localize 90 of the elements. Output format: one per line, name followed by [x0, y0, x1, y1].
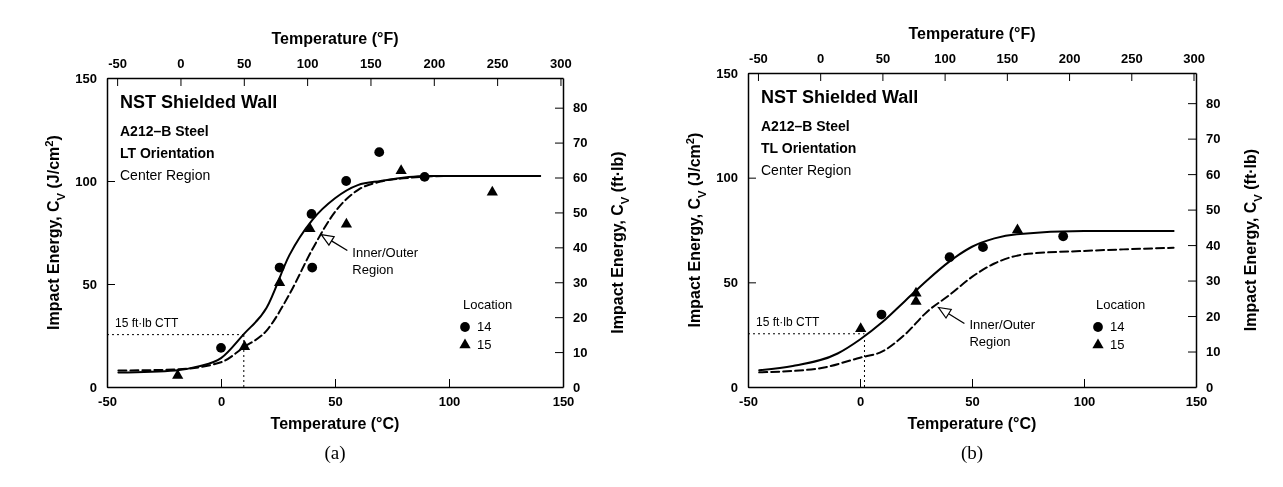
legend-label: 14 — [1110, 319, 1125, 334]
y2-tick-label: 50 — [573, 205, 588, 221]
y2-tick-label: 50 — [1206, 202, 1221, 218]
y-tick-label: 0 — [89, 379, 97, 395]
x-tick-label: 0 — [217, 394, 226, 410]
y2-tick-label: 30 — [573, 274, 588, 290]
legend-label: 15 — [477, 337, 492, 352]
y-tick-label: 100 — [716, 170, 738, 186]
point — [486, 185, 498, 196]
annotation: Center Region — [120, 167, 211, 183]
text: (b) — [960, 442, 984, 464]
y2-tick-label: 80 — [573, 100, 588, 116]
x-axis-title: Temperature (°C) — [907, 415, 1037, 432]
annotation: Inner/Outer Region — [352, 244, 419, 277]
x-axis-title: Temperature (°C) — [270, 415, 400, 432]
y2-tick-label: 20 — [1206, 308, 1221, 324]
x2-tick-label: 300 — [550, 56, 572, 71]
y-tick-label: 150 — [716, 65, 738, 81]
annotation: LT Orientation — [120, 145, 215, 161]
annotation: NST Shielded Wall — [120, 92, 278, 112]
x2-tick-label: 250 — [1120, 51, 1143, 66]
point — [216, 342, 226, 353]
point — [172, 368, 184, 379]
point — [307, 262, 318, 273]
annotation: A212–B Steel — [761, 118, 850, 134]
x2-tick-label: 100 — [934, 51, 956, 66]
y2-tick-label: 60 — [1206, 166, 1221, 182]
x-tick-label: -50 — [739, 394, 758, 410]
x2-tick-label: 0 — [817, 51, 825, 66]
x-tick-label: 0 — [856, 394, 865, 410]
y2-tick-label: 0 — [573, 379, 581, 395]
x2-tick-label: 100 — [296, 56, 319, 71]
x2-tick-label: 0 — [177, 56, 185, 71]
x-tick-label: -50 — [98, 394, 117, 410]
y-tick-label: 50 — [723, 274, 738, 290]
y2-tick-label: 40 — [573, 240, 588, 255]
annotation: Inner/Outer Region — [969, 317, 1036, 350]
point — [374, 147, 385, 158]
point — [910, 295, 922, 305]
legend-label: 14 — [477, 319, 492, 334]
x2-tick-label: 50 — [875, 51, 891, 66]
y2-tick-label: 10 — [1206, 344, 1221, 360]
y-tick-label: 100 — [75, 173, 97, 189]
y-tick-label: 0 — [730, 379, 738, 395]
y-tick-label: 150 — [75, 70, 97, 86]
x-tick-label: 50 — [965, 394, 980, 410]
x2-tick-label: 150 — [360, 56, 382, 71]
y-tick-label: 50 — [82, 276, 97, 292]
point — [1011, 223, 1024, 234]
ref-line-label: 15 ft·lb CTT — [115, 315, 180, 330]
y2-tick-label: 20 — [573, 309, 588, 325]
text: (a) — [324, 442, 346, 464]
y2-tick-label: 0 — [1206, 379, 1214, 395]
point — [876, 309, 887, 320]
y2-tick-label: 10 — [573, 344, 588, 360]
point — [855, 322, 867, 333]
x2-tick-label: -50 — [749, 51, 768, 66]
x-tick-label: 100 — [1073, 394, 1096, 410]
y2-tick-label: 60 — [573, 170, 588, 186]
x2-axis-title: Temperature (°F) — [908, 25, 1036, 42]
x2-tick-label: 200 — [423, 56, 446, 71]
x2-tick-label: 200 — [1058, 51, 1081, 66]
y2-tick-label: 80 — [1206, 95, 1221, 111]
x2-tick-label: 50 — [237, 56, 252, 71]
x2-tick-label: 150 — [996, 51, 1019, 66]
x-tick-label: 100 — [438, 394, 461, 410]
x-tick-label: 150 — [1185, 394, 1208, 410]
point — [395, 164, 407, 174]
annotation: A212–B Steel — [120, 123, 209, 139]
x-tick-label: 150 — [552, 394, 575, 410]
point — [306, 209, 317, 219]
x-tick-label: 50 — [328, 394, 343, 410]
point — [340, 217, 353, 228]
point — [978, 242, 988, 253]
y2-tick-label: 30 — [1206, 273, 1221, 289]
legend-title: Location — [1096, 297, 1146, 312]
y2-tick-label: 40 — [1206, 237, 1221, 253]
y2-tick-label: 70 — [573, 135, 588, 151]
annotation: NST Shielded Wall — [761, 87, 919, 107]
annotation: TL Orientation — [761, 140, 857, 156]
x2-tick-label: 250 — [486, 56, 509, 71]
x2-axis-title: Temperature (°F) — [271, 30, 399, 47]
ref-line-label: 15 ft·lb CTT — [756, 314, 821, 329]
y2-tick-label: 70 — [1206, 131, 1221, 147]
legend-label: 15 — [1110, 337, 1125, 352]
legend-title: Location — [463, 297, 513, 312]
point — [341, 176, 352, 186]
x2-tick-label: 300 — [1183, 51, 1205, 66]
x2-tick-label: -50 — [108, 56, 128, 71]
annotation: Center Region — [761, 162, 852, 178]
